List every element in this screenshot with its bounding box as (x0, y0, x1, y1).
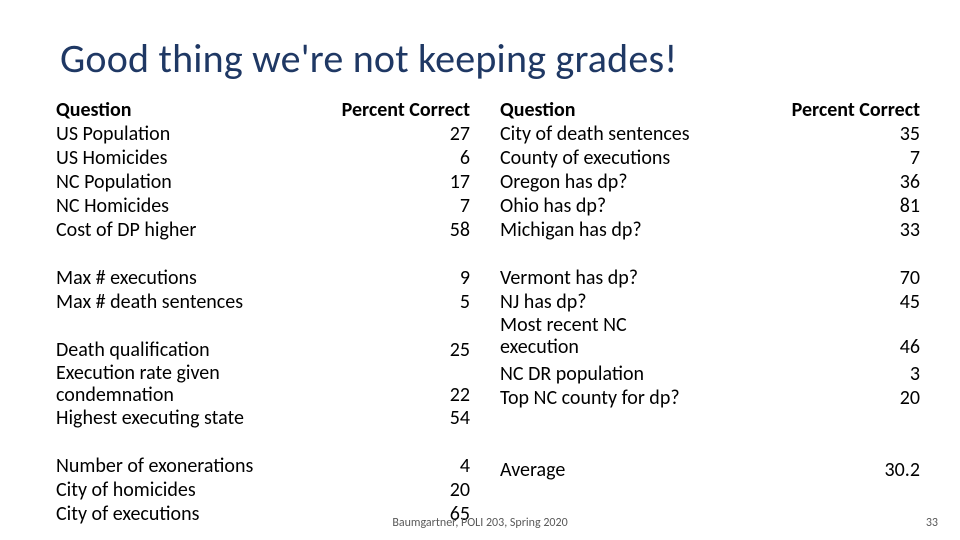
table-row: 35 (720, 122, 920, 146)
right-percents: 357368133 704546 320 30.2 (720, 122, 920, 482)
table-row: Max # death sentences (56, 290, 300, 314)
table-row: 3 (720, 362, 920, 386)
table-row: Top NC county for dp? (500, 386, 720, 410)
table-row: 54 (300, 406, 470, 430)
table-row: 30.2 (720, 458, 920, 482)
left-questions: US PopulationUS HomicidesNC PopulationNC… (56, 122, 300, 526)
table-row: Oregon has dp? (500, 170, 720, 194)
table-row: Average (500, 458, 720, 482)
table-row: US Population (56, 122, 300, 146)
right-questions: City of death sentencesCounty of executi… (500, 122, 720, 482)
left-percents: 276177589525225442065 (300, 122, 470, 526)
table-row: 70 (720, 266, 920, 290)
table-row: 20 (300, 478, 470, 502)
table-row: 46 (720, 314, 920, 358)
table-row: Number of exonerations (56, 454, 300, 478)
table-row: 33 (720, 218, 920, 242)
table-row: Michigan has dp? (500, 218, 720, 242)
table-row: Ohio has dp? (500, 194, 720, 218)
col-header-question-right: Question (500, 98, 720, 122)
table-row: 6 (300, 146, 470, 170)
table-row: 7 (720, 146, 920, 170)
right-column-pair: Question City of death sentencesCounty o… (500, 98, 920, 526)
table-row: City of death sentences (500, 122, 720, 146)
table-row: 45 (720, 290, 920, 314)
table-row: 22 (300, 362, 470, 406)
table-row: NC Homicides (56, 194, 300, 218)
table-row: NJ has dp? (500, 290, 720, 314)
table-row: NC Population (56, 170, 300, 194)
right-percent-column: Percent Correct 357368133 704546 320 30.2 (720, 98, 920, 526)
table-row: 9 (300, 266, 470, 290)
left-percent-column: Percent Correct 276177589525225442065 (300, 98, 500, 526)
table-row: 25 (300, 338, 470, 362)
table-row: Highest executing state (56, 406, 300, 430)
table-row: 36 (720, 170, 920, 194)
table-row: Death qualification (56, 338, 300, 362)
table-row: 7 (300, 194, 470, 218)
table-row: Cost of DP higher (56, 218, 300, 242)
table-row: 5 (300, 290, 470, 314)
col-header-percent-left: Percent Correct (300, 98, 470, 122)
table-row: Max # executions (56, 266, 300, 290)
left-column-pair: Question US PopulationUS HomicidesNC Pop… (56, 98, 500, 526)
footer-text: Baumgartner, POLI 203, Spring 2020 (0, 516, 960, 530)
table-row: 4 (300, 454, 470, 478)
table-row: County of executions (500, 146, 720, 170)
table-row: 58 (300, 218, 470, 242)
table-row: 17 (300, 170, 470, 194)
slide-title: Good thing we're not keeping grades! (60, 34, 678, 83)
table-row: 27 (300, 122, 470, 146)
table-row: Vermont has dp? (500, 266, 720, 290)
page-number: 33 (926, 516, 938, 530)
table-row: US Homicides (56, 146, 300, 170)
table-row: Most recent NC execution (500, 314, 720, 358)
left-question-column: Question US PopulationUS HomicidesNC Pop… (56, 98, 300, 526)
col-header-question-left: Question (56, 98, 300, 122)
table-region: Question US PopulationUS HomicidesNC Pop… (56, 98, 936, 526)
right-question-column: Question City of death sentencesCounty o… (500, 98, 720, 526)
table-row: Execution rate given condemnation (56, 362, 300, 406)
table-row: City of homicides (56, 478, 300, 502)
table-row: 81 (720, 194, 920, 218)
table-row: 20 (720, 386, 920, 410)
col-header-percent-right: Percent Correct (720, 98, 920, 122)
table-row: NC DR population (500, 362, 720, 386)
